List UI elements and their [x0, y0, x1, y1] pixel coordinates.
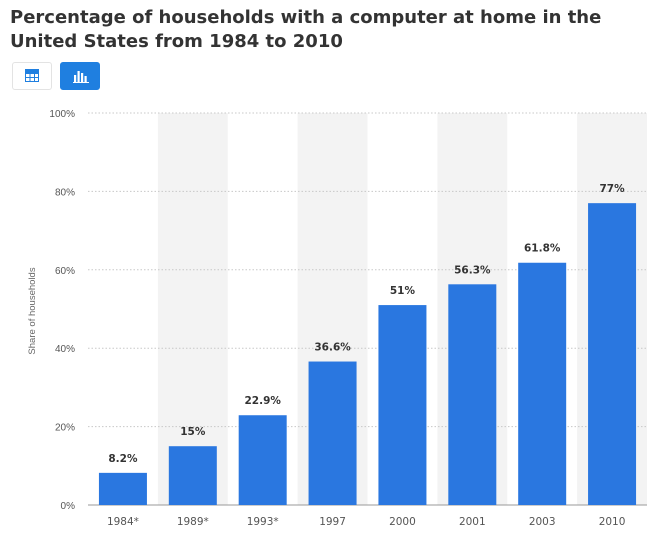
table-view-button[interactable] — [12, 62, 52, 90]
y-axis-title: Share of households — [27, 267, 38, 354]
bar — [238, 415, 287, 505]
bar — [518, 262, 567, 505]
bar — [588, 203, 637, 505]
bar — [448, 284, 497, 505]
y-tick-label: 100% — [49, 109, 75, 120]
bar — [168, 446, 217, 505]
y-tick-label: 0% — [61, 501, 76, 512]
x-tick-label: 2010 — [599, 516, 626, 528]
x-tick-label: 2003 — [529, 516, 556, 528]
x-tick-label: 1989* — [177, 516, 209, 528]
data-label: 22.9% — [244, 395, 281, 407]
bar — [98, 472, 147, 505]
chart-title: Percentage of households with a computer… — [10, 7, 602, 52]
x-tick-label: 2001 — [459, 516, 486, 528]
data-label: 61.8% — [524, 243, 561, 255]
chart-view-button[interactable] — [60, 62, 100, 90]
x-tick-label: 2000 — [389, 516, 416, 528]
table-icon — [25, 69, 39, 82]
x-tick-label: 1997 — [319, 516, 346, 528]
data-label: 15% — [180, 426, 206, 438]
data-label: 56.3% — [454, 264, 491, 276]
data-label: 77% — [599, 183, 625, 195]
data-label: 8.2% — [108, 453, 138, 465]
y-tick-label: 20% — [55, 423, 75, 434]
y-tick-label: 40% — [55, 344, 75, 355]
y-tick-label: 60% — [55, 266, 75, 277]
background-band — [157, 113, 228, 505]
bar-chart-icon — [73, 71, 89, 83]
data-label: 36.6% — [314, 342, 351, 354]
x-tick-label: 1993* — [247, 516, 279, 528]
x-tick-label: 1984* — [107, 516, 139, 528]
bar — [378, 305, 427, 505]
y-tick-label: 80% — [55, 187, 75, 198]
data-label: 51% — [390, 285, 416, 297]
bar — [308, 361, 357, 505]
